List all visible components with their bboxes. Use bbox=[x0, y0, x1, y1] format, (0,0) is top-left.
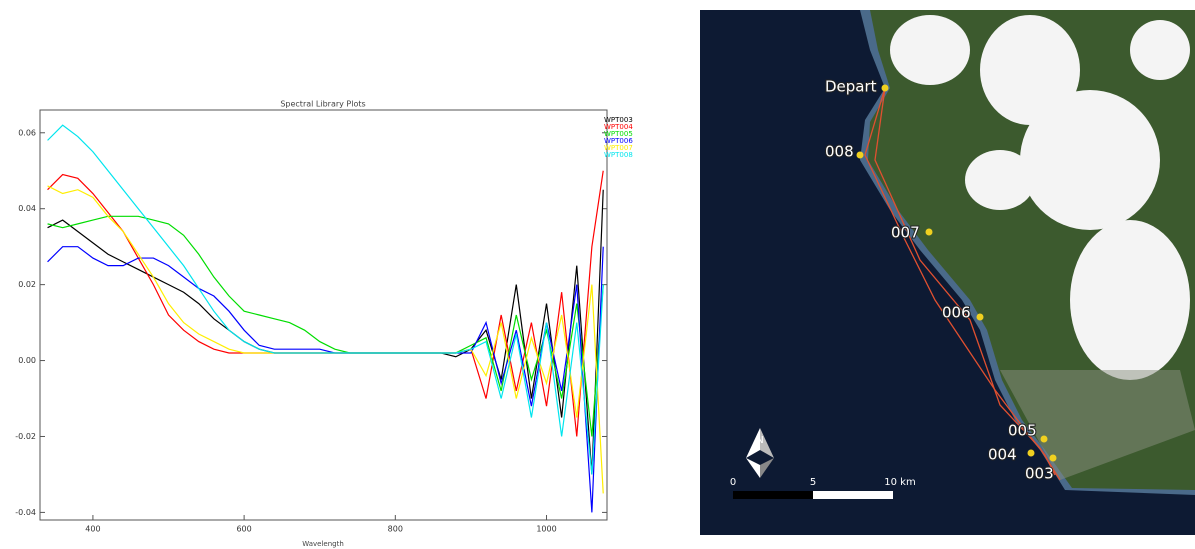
cloud bbox=[1130, 20, 1190, 80]
waypoint bbox=[1027, 449, 1035, 457]
waypoint-label: 008 bbox=[825, 143, 854, 161]
town bbox=[1000, 370, 1195, 480]
y-tick-label: 0.04 bbox=[18, 204, 36, 213]
clouds bbox=[890, 15, 1190, 380]
north-arrow bbox=[746, 428, 760, 458]
y-tick-label: 0.00 bbox=[18, 356, 36, 365]
cloud bbox=[1070, 220, 1190, 380]
waypoint-label: Depart bbox=[825, 78, 877, 96]
waypoints bbox=[856, 84, 1057, 462]
y-tick-label: 0.02 bbox=[18, 280, 36, 289]
waypoint bbox=[1049, 454, 1057, 462]
legend-label: WPT005 bbox=[604, 130, 633, 138]
waypoint bbox=[881, 84, 889, 92]
series-line bbox=[47, 215, 604, 437]
route-line bbox=[874, 87, 1061, 481]
scale-label: 5 bbox=[810, 477, 816, 488]
plot-frame bbox=[39, 109, 608, 521]
route bbox=[864, 87, 1061, 481]
legend-label: WPT004 bbox=[604, 123, 633, 131]
series-line bbox=[47, 124, 604, 475]
waypoint bbox=[856, 151, 864, 159]
waypoint-label: 005 bbox=[1008, 422, 1037, 440]
legend-label: WPT007 bbox=[604, 144, 633, 152]
north-arrow bbox=[760, 428, 774, 458]
chart: Spectral Library Plots Wavelength -0.04 -… bbox=[15, 100, 633, 549]
waypoint bbox=[976, 313, 984, 321]
scale-bar bbox=[813, 491, 893, 499]
x-axis-label: Wavelength bbox=[302, 540, 344, 548]
legend-label: WPT008 bbox=[604, 151, 633, 159]
cloud bbox=[980, 15, 1080, 125]
cloud bbox=[965, 150, 1035, 210]
scale-bar bbox=[733, 491, 813, 499]
cloud bbox=[890, 15, 970, 85]
waypoint-label: 003 bbox=[1025, 465, 1054, 483]
legend-label: WPT003 bbox=[604, 116, 633, 124]
north-label: N bbox=[756, 435, 763, 446]
waypoint-label: 007 bbox=[891, 224, 920, 242]
x-tick-label: 800 bbox=[388, 525, 403, 534]
waypoint-label: 004 bbox=[988, 446, 1017, 464]
scale-label: 10 km bbox=[884, 477, 915, 488]
legend-label: WPT006 bbox=[604, 137, 633, 145]
waypoint bbox=[1040, 435, 1048, 443]
scale-label: 0 bbox=[730, 477, 736, 488]
x-tick-label: 400 bbox=[85, 525, 100, 534]
cloud bbox=[1020, 90, 1160, 230]
x-tick-label: 1000 bbox=[536, 525, 556, 534]
series-line bbox=[47, 246, 604, 513]
north-arrow bbox=[760, 458, 774, 478]
north-arrow bbox=[746, 458, 760, 478]
y-tick-label: 0.06 bbox=[18, 128, 36, 137]
y-tick-label: -0.02 bbox=[15, 432, 36, 441]
waypoint bbox=[925, 228, 933, 236]
map: Depart 008 007 006 005 004 003 N 0 5 10 … bbox=[700, 10, 1195, 535]
series-line bbox=[47, 170, 604, 437]
waypoint-label: 006 bbox=[942, 304, 971, 322]
y-tick-label: -0.04 bbox=[15, 508, 36, 517]
series-line bbox=[47, 185, 604, 494]
x-tick-label: 600 bbox=[236, 525, 251, 534]
chart-title: Spectral Library Plots bbox=[280, 100, 365, 109]
